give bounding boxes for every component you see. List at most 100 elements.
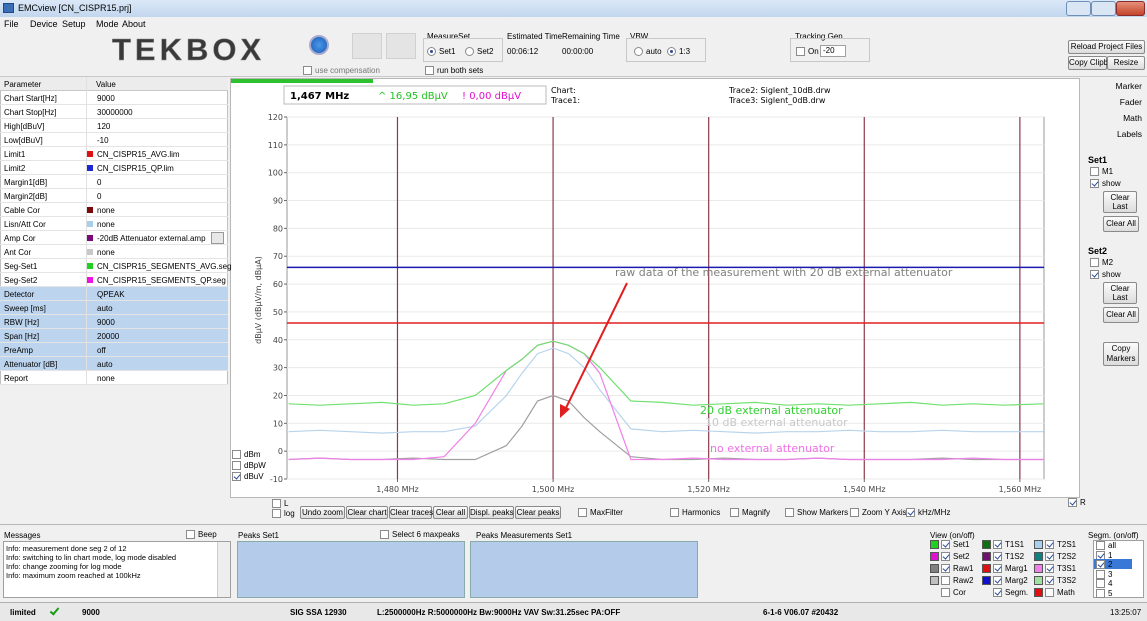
- resize-button[interactable]: Resize: [1107, 56, 1145, 70]
- chart-option[interactable]: [730, 508, 739, 517]
- view-checkbox[interactable]: [993, 552, 1002, 561]
- segment-checkbox[interactable]: [1096, 569, 1105, 579]
- marker-checkbox[interactable]: [1090, 258, 1099, 267]
- beep-checkbox[interactable]: [186, 530, 195, 539]
- vbw-option[interactable]: [634, 47, 643, 56]
- chart-option-label: kHz/MHz: [918, 508, 951, 517]
- maximize-button[interactable]: [1091, 1, 1116, 16]
- unit-checkbox[interactable]: [232, 461, 241, 470]
- chart-button[interactable]: Displ. peaks: [469, 506, 514, 519]
- marker-checkbox[interactable]: [1090, 167, 1099, 176]
- reload-button[interactable]: Reload Project Files: [1068, 40, 1145, 54]
- view-checkbox[interactable]: [993, 576, 1002, 585]
- chart-option[interactable]: [785, 508, 794, 517]
- chart-button[interactable]: Undo zoom: [300, 506, 345, 519]
- log-checkbox-label: log: [284, 509, 295, 518]
- measureset-group: [423, 38, 503, 62]
- select-maxpeaks[interactable]: [380, 530, 389, 539]
- log-checkbox[interactable]: [272, 509, 281, 518]
- clear-all-button[interactable]: Clear All: [1103, 307, 1139, 323]
- copy-markers-button[interactable]: Copy Markers: [1103, 342, 1139, 366]
- disabled-button: [386, 33, 416, 59]
- view-checkbox[interactable]: [993, 540, 1002, 549]
- view-checkbox[interactable]: [941, 576, 950, 585]
- chart-option[interactable]: [578, 508, 587, 517]
- close-button[interactable]: [1116, 1, 1145, 16]
- peaks-title: Peaks Set1: [238, 531, 279, 540]
- param-value: 120: [97, 122, 111, 131]
- segment-checkbox[interactable]: [1096, 588, 1105, 598]
- param-value: none: [97, 248, 115, 257]
- view-checkbox[interactable]: [993, 588, 1002, 597]
- view-checkbox[interactable]: [1045, 576, 1054, 585]
- segment-checkbox[interactable]: [1096, 579, 1105, 588]
- menu-item[interactable]: Setup: [62, 19, 86, 29]
- clear-last-button[interactable]: Clear Last: [1103, 282, 1137, 304]
- show-checkbox[interactable]: [1090, 179, 1099, 188]
- param-row: [0, 105, 228, 119]
- segment-checkbox[interactable]: [1096, 541, 1105, 550]
- view-checkbox[interactable]: [993, 564, 1002, 573]
- clear-last-button[interactable]: Clear Last: [1103, 191, 1137, 213]
- measureset-option[interactable]: [427, 47, 436, 56]
- measureset-label: MeasureSet: [427, 32, 471, 41]
- param-value: none: [97, 220, 115, 229]
- chart-option-label: Show Markers: [797, 508, 849, 517]
- view-swatch: [982, 564, 991, 573]
- dropdown-button[interactable]: [211, 232, 224, 244]
- chart-button[interactable]: Clear traces: [389, 506, 434, 519]
- param-value: none: [97, 374, 115, 383]
- view-checkbox[interactable]: [1045, 564, 1054, 573]
- param-name: RBW [Hz]: [4, 318, 40, 327]
- vbw-option[interactable]: [667, 47, 676, 56]
- peaks-box: [237, 541, 465, 598]
- minimize-button[interactable]: [1066, 1, 1091, 16]
- copy-button[interactable]: Copy Clipbd: [1068, 56, 1113, 70]
- param-name: Ant Cor: [4, 248, 32, 257]
- param-value: QPEAK: [97, 290, 125, 299]
- chart-option[interactable]: [850, 508, 859, 517]
- param-row: [0, 371, 228, 385]
- r-checkbox[interactable]: [1068, 498, 1077, 507]
- unit-checkbox[interactable]: [232, 472, 241, 481]
- view-checkbox[interactable]: [1045, 588, 1054, 597]
- param-name: Cable Cor: [4, 206, 41, 215]
- chart-button[interactable]: Clear peaks: [515, 506, 561, 519]
- menu-item[interactable]: Mode: [96, 19, 119, 29]
- clear-all-button[interactable]: Clear All: [1103, 216, 1139, 232]
- segment-checkbox-label: 3: [1108, 569, 1113, 579]
- chart-option[interactable]: [670, 508, 679, 517]
- measureset-option[interactable]: [465, 47, 474, 56]
- side-tab: Fader: [1119, 97, 1142, 107]
- l-checkbox[interactable]: [272, 499, 281, 508]
- chart-button[interactable]: Clear all: [433, 506, 468, 519]
- tracking-input[interactable]: -20: [820, 45, 846, 57]
- param-row: [0, 231, 228, 245]
- view-swatch: [1034, 576, 1043, 585]
- param-swatch: [87, 263, 93, 269]
- unit-checkbox[interactable]: [232, 450, 241, 459]
- view-checkbox[interactable]: [941, 588, 950, 597]
- chart-option[interactable]: [906, 508, 915, 517]
- menu-item[interactable]: Device: [30, 19, 58, 29]
- menu-item[interactable]: File: [4, 19, 19, 29]
- logo: TEKBOX: [112, 32, 266, 68]
- view-swatch: [930, 552, 939, 561]
- use-compensation[interactable]: [303, 66, 312, 75]
- view-checkbox-label: Math: [1057, 588, 1075, 597]
- view-checkbox[interactable]: [941, 552, 950, 561]
- view-checkbox-label: Set1: [953, 540, 970, 549]
- view-checkbox[interactable]: [1045, 540, 1054, 549]
- play-button[interactable]: [309, 35, 329, 55]
- view-checkbox[interactable]: [1045, 552, 1054, 561]
- run-both-sets[interactable]: [425, 66, 434, 75]
- status-time: 13:25:07: [1110, 608, 1142, 617]
- tracking-on[interactable]: [796, 47, 805, 56]
- chart-button[interactable]: Clear chart: [346, 506, 388, 519]
- view-checkbox[interactable]: [941, 564, 950, 573]
- param-name: Attenuator [dB]: [4, 360, 58, 369]
- menu-item[interactable]: About: [122, 19, 146, 29]
- show-checkbox[interactable]: [1090, 270, 1099, 279]
- view-checkbox[interactable]: [941, 540, 950, 549]
- segment-checkbox[interactable]: [1096, 560, 1105, 569]
